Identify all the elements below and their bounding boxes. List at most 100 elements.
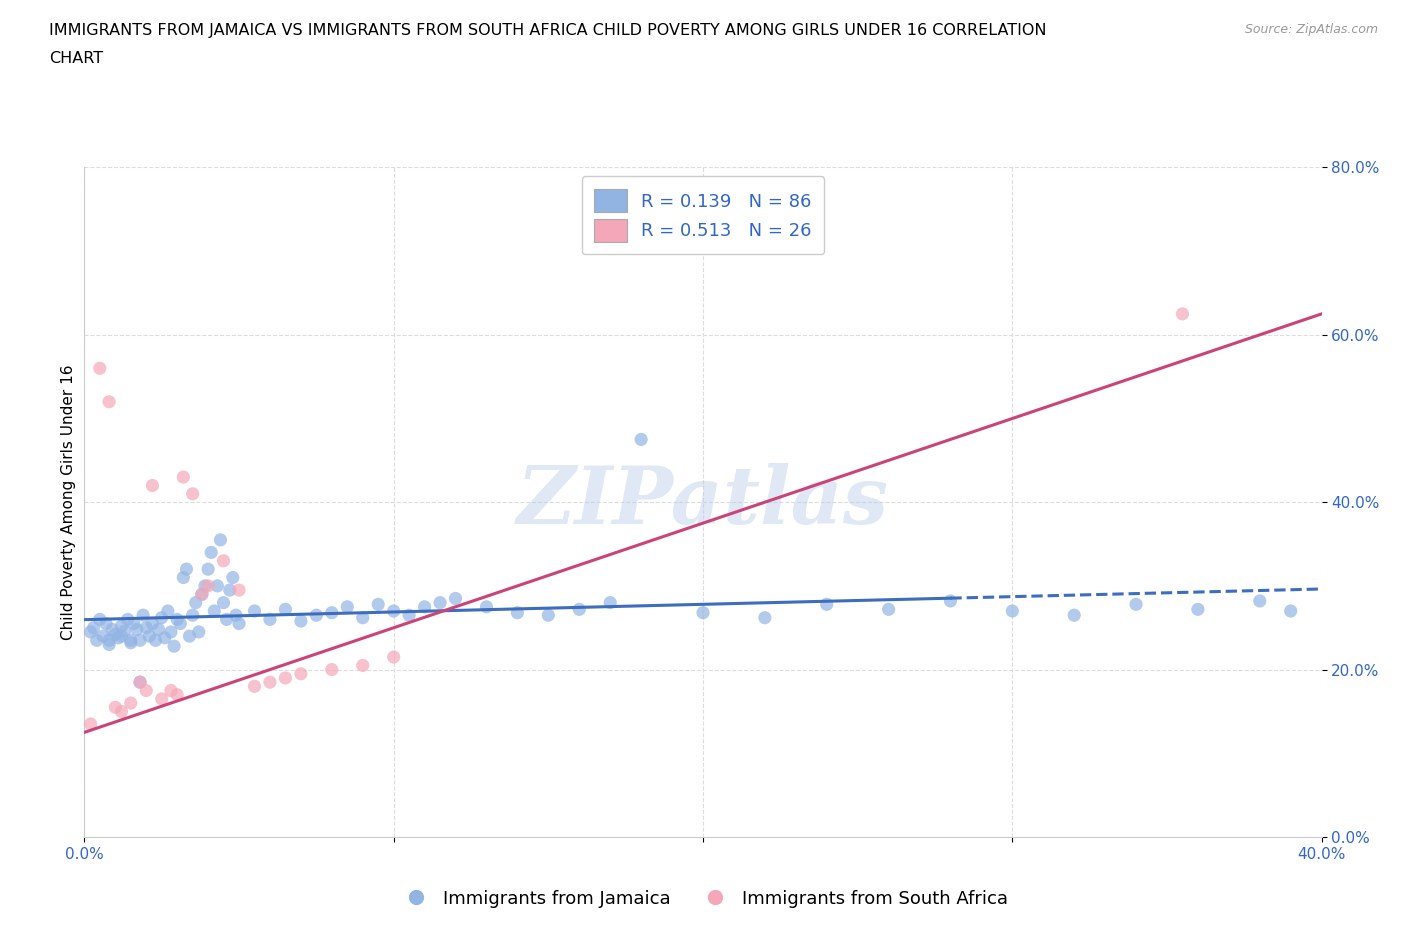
Point — [218, 582, 240, 598]
Point — [321, 662, 343, 677]
Point — [110, 618, 132, 633]
Point — [429, 595, 451, 610]
Point — [382, 604, 405, 618]
Point — [1001, 604, 1024, 618]
Point — [815, 597, 838, 612]
Point — [120, 696, 142, 711]
Point — [243, 604, 266, 618]
Point — [877, 602, 900, 617]
Point — [172, 470, 194, 485]
Point — [1171, 307, 1194, 322]
Point — [274, 602, 297, 617]
Point — [101, 622, 124, 637]
Point — [352, 658, 374, 673]
Point — [321, 605, 343, 620]
Point — [129, 633, 152, 648]
Point — [107, 631, 129, 645]
Text: CHART: CHART — [49, 51, 103, 66]
Point — [692, 605, 714, 620]
Point — [98, 637, 121, 652]
Text: IMMIGRANTS FROM JAMAICA VS IMMIGRANTS FROM SOUTH AFRICA CHILD POVERTY AMONG GIRL: IMMIGRANTS FROM JAMAICA VS IMMIGRANTS FR… — [49, 23, 1046, 38]
Point — [336, 600, 359, 615]
Point — [94, 617, 117, 631]
Point — [537, 608, 560, 623]
Point — [1187, 602, 1209, 617]
Point — [209, 532, 232, 547]
Point — [630, 432, 652, 447]
Point — [228, 617, 250, 631]
Point — [475, 600, 498, 615]
Point — [166, 612, 188, 627]
Point — [135, 683, 157, 698]
Point — [120, 635, 142, 650]
Point — [222, 570, 245, 585]
Point — [91, 629, 114, 644]
Point — [228, 582, 250, 598]
Point — [444, 591, 467, 606]
Point — [79, 717, 101, 732]
Point — [197, 578, 219, 593]
Point — [191, 587, 214, 602]
Point — [187, 625, 209, 640]
Point — [135, 620, 157, 635]
Point — [225, 608, 247, 623]
Point — [125, 622, 148, 637]
Point — [179, 629, 201, 644]
Point — [1279, 604, 1302, 618]
Point — [176, 562, 198, 577]
Point — [138, 629, 160, 644]
Point — [86, 633, 108, 648]
Point — [212, 595, 235, 610]
Point — [259, 612, 281, 627]
Point — [1063, 608, 1085, 623]
Point — [156, 604, 179, 618]
Point — [398, 608, 420, 623]
Point — [1125, 597, 1147, 612]
Text: ZIPatlas: ZIPatlas — [517, 463, 889, 541]
Point — [129, 675, 152, 690]
Point — [83, 620, 105, 635]
Point — [200, 545, 222, 560]
Point — [160, 683, 183, 698]
Point — [290, 666, 312, 681]
Point — [98, 394, 121, 409]
Point — [212, 553, 235, 568]
Point — [166, 687, 188, 702]
Point — [599, 595, 621, 610]
Point — [413, 600, 436, 615]
Y-axis label: Child Poverty Among Girls Under 16: Child Poverty Among Girls Under 16 — [60, 365, 76, 640]
Text: Source: ZipAtlas.com: Source: ZipAtlas.com — [1244, 23, 1378, 36]
Point — [120, 633, 142, 648]
Point — [305, 608, 328, 623]
Point — [122, 617, 145, 631]
Point — [89, 612, 111, 627]
Point — [172, 570, 194, 585]
Point — [202, 604, 225, 618]
Point — [207, 578, 229, 593]
Point — [110, 704, 132, 719]
Point — [274, 671, 297, 685]
Point — [169, 617, 191, 631]
Point — [191, 587, 214, 602]
Point — [259, 675, 281, 690]
Point — [141, 617, 163, 631]
Point — [243, 679, 266, 694]
Point — [148, 622, 170, 637]
Point — [197, 562, 219, 577]
Point — [141, 478, 163, 493]
Point — [114, 624, 136, 639]
Point — [215, 612, 238, 627]
Point — [150, 692, 173, 707]
Point — [506, 605, 529, 620]
Point — [754, 610, 776, 625]
Point — [181, 486, 204, 501]
Point — [79, 625, 101, 640]
Point — [89, 361, 111, 376]
Point — [181, 608, 204, 623]
Point — [568, 602, 591, 617]
Point — [104, 627, 127, 642]
Point — [110, 629, 132, 644]
Point — [1249, 593, 1271, 608]
Point — [129, 675, 152, 690]
Point — [184, 595, 207, 610]
